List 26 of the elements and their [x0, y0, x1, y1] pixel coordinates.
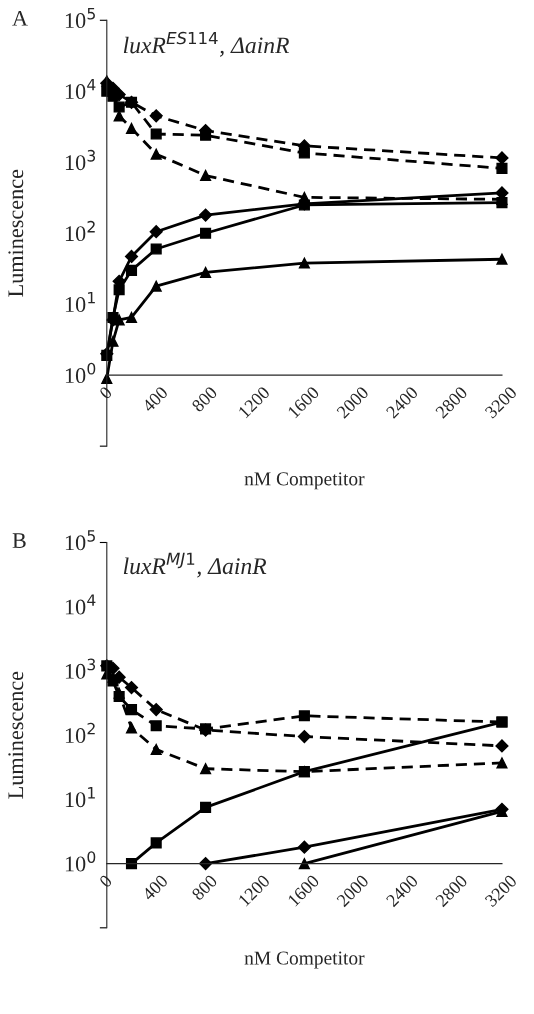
chart-title: luxR$^{MJ1}$, ΔainR: [123, 552, 267, 578]
x-tick-label: 0: [98, 874, 113, 889]
x-tick-label: 800: [191, 874, 218, 901]
x-tick-label: 400: [141, 874, 169, 902]
y-tick-label: 10$^{3}$: [65, 658, 96, 679]
text: A: [12, 10, 28, 26]
x-axis-title: nM Competitor: [244, 951, 365, 969]
y-tick-label: 10$^{2}$: [65, 220, 95, 242]
y-tick-label: 10$^{5}$: [65, 530, 95, 551]
y-axis-title: Luminescence: [8, 169, 24, 297]
x-tick-label: 0: [98, 385, 113, 400]
x-tick-label: 800: [191, 385, 218, 413]
y-axis-title: Luminescence: [8, 671, 24, 799]
y-tick-label: 10$^{3}$: [65, 149, 96, 171]
y-tick-label: 10$^{2}$: [65, 722, 95, 744]
x-tick-label: 400: [141, 385, 169, 413]
y-tick-label: 10$^{1}$: [65, 787, 95, 808]
y-tick-label: 10$^{4}$: [65, 594, 96, 615]
x-axis-title: nM Competitor: [244, 472, 365, 490]
y-tick-label: 10$^{0}$: [65, 851, 96, 872]
y-tick-label: 10$^{5}$: [65, 8, 95, 29]
y-tick-label: 10$^{1}$: [65, 291, 95, 313]
y-tick-label: 10$^{0}$: [65, 362, 96, 384]
y-tick-label: 10$^{4}$: [65, 79, 96, 100]
text: B: [12, 533, 26, 548]
text: luxR$^{ES114}$, ΔainR: [123, 31, 290, 57]
